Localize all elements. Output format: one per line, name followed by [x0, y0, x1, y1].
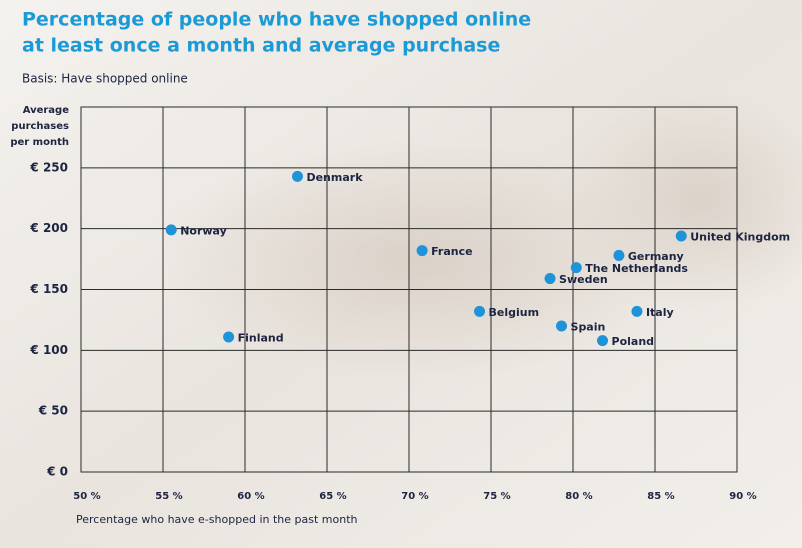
point-label: Germany — [628, 250, 684, 263]
data-point — [631, 305, 643, 317]
subtitle: Basis: Have shopped online — [22, 72, 188, 86]
background-photo — [160, 140, 680, 380]
point-label: Norway — [180, 224, 227, 237]
x-tick-label: 70 % — [401, 491, 428, 502]
point-label: The Netherlands — [585, 262, 688, 275]
y-axis-label: purchases — [11, 121, 69, 132]
y-tick-label: € 0 — [46, 465, 68, 479]
point-label: France — [431, 245, 472, 258]
data-point — [291, 170, 303, 182]
point-label: Spain — [571, 321, 606, 334]
data-point — [613, 249, 625, 261]
data-point — [474, 305, 486, 317]
data-point — [556, 320, 568, 332]
chart-title: at least once a month and average purcha… — [22, 35, 500, 57]
y-tick-label: € 250 — [29, 160, 68, 174]
y-tick-label: € 150 — [29, 282, 68, 296]
y-axis-label: Average — [23, 105, 70, 116]
chart-title: Percentage of people who have shopped on… — [22, 9, 531, 31]
data-point — [223, 331, 235, 343]
x-tick-label: 85 % — [647, 491, 674, 502]
point-label: United Kingdom — [690, 230, 790, 243]
y-tick-label: € 200 — [29, 221, 68, 235]
data-point — [416, 245, 428, 257]
x-tick-label: 65 % — [319, 491, 346, 502]
point-label: Finland — [238, 331, 284, 344]
x-tick-label: 50 % — [73, 491, 100, 502]
data-point — [165, 224, 177, 236]
data-point — [597, 335, 609, 347]
x-tick-label: 60 % — [237, 491, 264, 502]
data-point — [544, 273, 556, 285]
x-axis-label: Percentage who have e-shopped in the pas… — [76, 513, 358, 526]
x-tick-label: 75 % — [483, 491, 510, 502]
data-point — [675, 230, 687, 242]
point-label: Denmark — [306, 171, 363, 184]
point-label: Poland — [612, 335, 655, 348]
y-axis-label: per month — [10, 137, 69, 148]
x-tick-label: 55 % — [155, 491, 182, 502]
point-label: Belgium — [489, 306, 540, 319]
y-tick-label: € 50 — [38, 404, 68, 418]
point-label: Sweden — [559, 273, 608, 286]
x-tick-label: 80 % — [565, 491, 592, 502]
data-point — [570, 262, 582, 274]
point-label: Italy — [646, 306, 674, 319]
y-tick-label: € 100 — [29, 343, 68, 357]
x-tick-label: 90 % — [729, 491, 756, 502]
